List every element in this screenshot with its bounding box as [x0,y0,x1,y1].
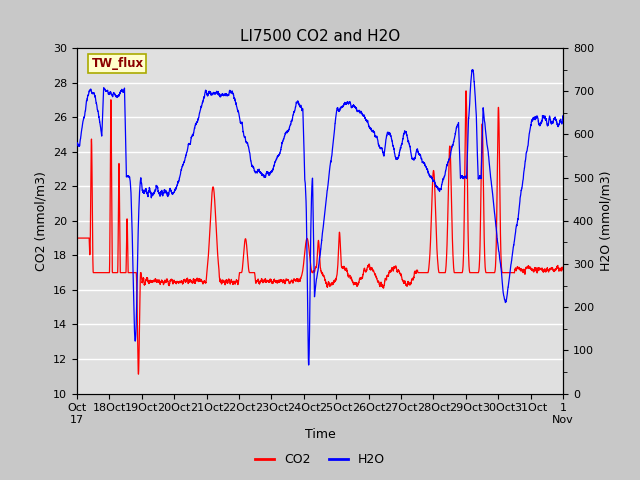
Title: LI7500 CO2 and H2O: LI7500 CO2 and H2O [240,29,400,44]
Y-axis label: H2O (mmol/m3): H2O (mmol/m3) [600,170,612,271]
Text: TW_flux: TW_flux [92,57,143,70]
Legend: CO2, H2O: CO2, H2O [250,448,390,471]
Y-axis label: CO2 (mmol/m3): CO2 (mmol/m3) [35,171,47,271]
X-axis label: Time: Time [305,428,335,441]
